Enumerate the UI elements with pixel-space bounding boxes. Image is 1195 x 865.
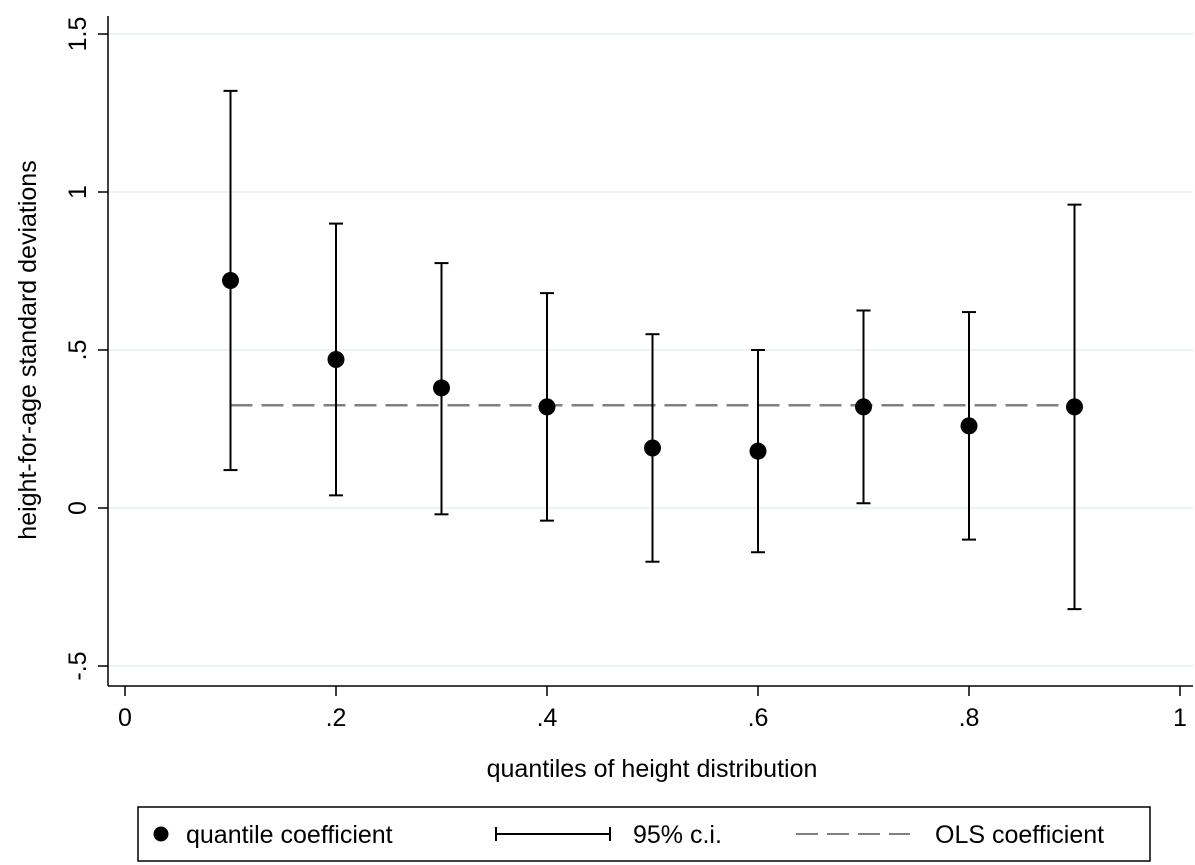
x-tick-label: .4 xyxy=(537,704,558,732)
y-tick-label: 1.5 xyxy=(64,17,92,52)
data-point xyxy=(749,442,767,460)
y-axis-title: height-for-age standard deviations xyxy=(14,160,42,539)
data-point xyxy=(855,398,872,416)
legend-label-quantile: quantile coefficient xyxy=(186,821,393,849)
grid-lines xyxy=(108,33,1193,667)
x-axis-ticks: 0 .2 .4 .6 .8 1 xyxy=(118,686,1187,732)
data-point xyxy=(222,271,239,289)
legend-box xyxy=(137,806,1151,862)
y-tick-label: -.5 xyxy=(64,651,92,680)
legend-marker-ci xyxy=(495,827,611,841)
data-point xyxy=(960,417,978,435)
x-tick-label: .8 xyxy=(959,704,980,732)
y-tick-label: 1 xyxy=(64,185,92,199)
x-axis-title: quantiles of height distribution xyxy=(487,755,818,783)
data-point xyxy=(433,379,450,397)
x-tick-label: 0 xyxy=(118,704,132,732)
legend: quantile coefficient 95% c.i. OLS coeffi… xyxy=(137,806,1151,862)
legend-label-ols: OLS coefficient xyxy=(935,821,1104,849)
data-point xyxy=(538,398,556,416)
legend-marker-quantile xyxy=(153,826,169,842)
y-axis-ticks: -.5 0 .5 1 1.5 xyxy=(64,17,108,681)
y-tick-label: 0 xyxy=(64,501,92,515)
data-point xyxy=(644,439,661,457)
data-point xyxy=(1066,398,1083,416)
x-tick-label: .6 xyxy=(748,704,769,732)
legend-label-ci: 95% c.i. xyxy=(633,821,722,849)
data-point xyxy=(327,350,345,368)
x-tick-label: .2 xyxy=(326,704,347,732)
y-tick-label: .5 xyxy=(64,340,92,361)
x-tick-label: 1 xyxy=(1173,704,1187,732)
points-layer xyxy=(222,271,1083,460)
